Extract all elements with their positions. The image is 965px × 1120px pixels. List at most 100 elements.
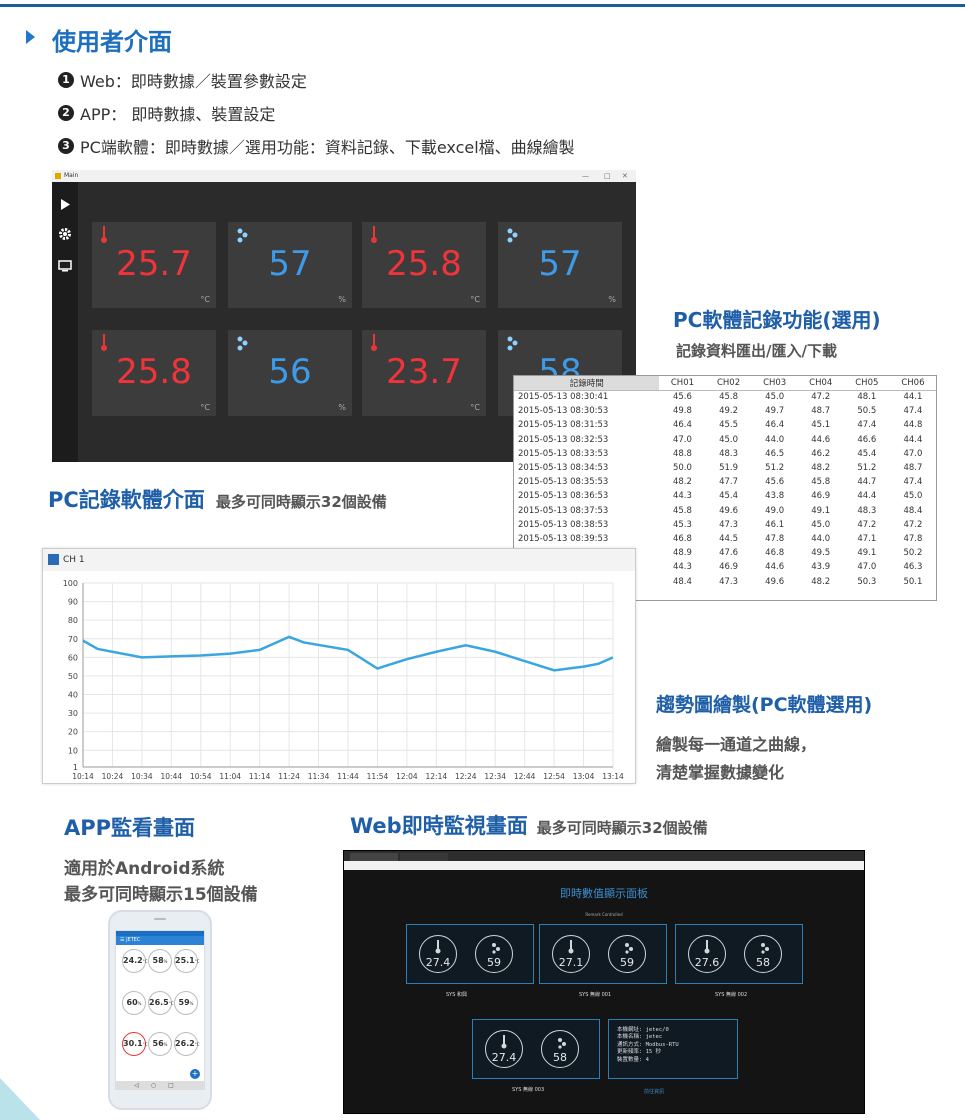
reading-circle[interactable]: 25.1°C [174,949,200,973]
table-cell: 2015-05-13 08:31:53 [518,420,609,431]
x-tick-label: 11:54 [367,772,389,781]
browser-tab[interactable] [400,853,448,861]
table-cell: 46.2 [811,448,831,459]
gauge: 59 [475,935,513,973]
table-cell: 47.4 [903,406,923,417]
reading-circle[interactable]: 30.1°C [122,1032,148,1056]
table-header-cell: CH02 [705,376,752,391]
table-cell: 45.0 [903,491,923,502]
gauge-value: 58 [553,1051,567,1064]
maximize-icon[interactable]: □ [604,172,611,180]
table-cell: 48.2 [672,477,692,488]
table-cell: 47.8 [903,533,923,544]
feature-item-app: 2 APP： 即時數據、裝置設定 [58,101,275,125]
table-header-cell: CH06 [889,376,936,391]
phone-speaker [154,918,166,920]
device-card[interactable]: 27.1 59 [539,924,667,984]
table-cell: 47.0 [672,434,692,445]
x-tick-label: 12:24 [455,772,477,781]
table-header-row: 記錄時間 CH01 CH02 CH03 CH04 CH05 CH06 [514,376,936,391]
table-row: 2015-05-13 08:39:53 46.8 44.5 47.8 44.0 47.1 4… [514,532,936,546]
reading-value: 25.1 [175,956,195,965]
table-cell: 48.8 [672,448,692,459]
status-bar [116,931,204,936]
table-cell: 44.4 [857,491,877,502]
table-cell: 44.0 [765,434,785,445]
table-cell: 47.6 [719,548,739,559]
app-logo-icon [55,173,61,179]
reading-circle[interactable]: 58% [148,949,172,973]
reading-circle[interactable]: 60% [122,991,146,1015]
sensor-tile[interactable]: 23.7 °C [362,330,486,416]
table-cell: 46.3 [903,562,923,573]
x-tick-label: 12:54 [543,772,565,781]
browser-address-bar[interactable] [344,861,864,870]
info-link[interactable]: 前往資訊 [644,1089,665,1095]
table-row: 2015-05-13 08:30:41 45.6 45.8 45.0 47.2 48.1 4… [514,390,936,404]
reading-circle[interactable]: 26.2°C [174,1032,200,1056]
reading-unit: °C [168,1001,174,1006]
table-cell: 49.6 [719,505,739,516]
table-cell: 46.6 [857,434,877,445]
web-dashboard-screenshot: 即時數值顯示面板 Remark Controlled 27.4 59 SYS 和興 2… [343,850,865,1114]
table-cell: 46.8 [672,533,692,544]
feature-text: PC端軟體：即時數據／選用功能：資料記錄、下載excel檔、曲線繪製 [80,138,575,157]
gear-icon[interactable] [58,227,72,241]
table-cell: 47.1 [857,533,877,544]
table-cell: 43.9 [811,562,831,573]
device-info-panel: 本機網址: jetec/0 本機名稱: jetec 通訊方式: Modbus-RTU… [608,1019,738,1079]
table-cell: 48.3 [719,448,739,459]
reading-circle[interactable]: 24.2°C [122,949,148,973]
device-card[interactable]: 27.4 59 [406,924,534,984]
water-drop-icon [760,939,770,958]
info-line: 本機網址: jetec/0 [617,1027,669,1033]
x-tick-label: 10:14 [72,772,94,781]
table-cell: 47.4 [857,420,877,431]
table-cell: 51.2 [765,463,785,474]
water-drop-icon [506,226,518,248]
table-cell: 50.1 [903,576,923,587]
table-row: 2015-05-13 08:31:53 46.4 45.5 46.4 45.1 47.4 4… [514,418,936,432]
sensor-tile[interactable]: 56% [228,330,352,416]
thermometer-icon [370,226,378,248]
sensor-tile[interactable]: 57% [498,222,622,308]
x-tick-label: 10:24 [102,772,124,781]
number-one-icon: 1 [58,72,74,88]
window-titlebar: Main — □ ✕ [52,170,636,182]
thermometer-icon [370,334,378,356]
play-icon[interactable] [61,199,70,210]
table-cell: 47.3 [719,576,739,587]
table-cell: 44.6 [765,562,785,573]
x-tick-label: 12:14 [426,772,448,781]
x-tick-label: 11:24 [278,772,300,781]
sensor-tile[interactable]: 25.8 °C [362,222,486,308]
browser-tab[interactable] [350,853,398,861]
tile-value: 56 [268,352,312,392]
table-cell: 46.8 [765,548,785,559]
sensor-tile[interactable]: 57% [228,222,352,308]
web-caption: Web即時監視畫面 最多可同時顯示32個設備 [350,810,708,840]
table-cell: 48.2 [811,576,831,587]
reading-circle[interactable]: 59% [174,991,198,1015]
table-header-cell: CH05 [843,376,890,391]
reading-circle[interactable]: 26.5°C [148,991,174,1015]
add-button[interactable]: + [190,1069,200,1079]
device-card[interactable]: 27.4 58 [472,1019,600,1079]
reading-value: 58 [152,956,164,965]
reading-circle[interactable]: 56% [148,1032,172,1056]
reading-unit: °C [194,1042,200,1047]
table-cell: 2015-05-13 08:34:53 [518,463,609,474]
tile-unit: % [338,403,346,412]
sensor-tile[interactable]: 25.8 °C [92,330,216,416]
table-cell: 44.8 [903,420,923,431]
monitor-icon[interactable] [58,260,72,272]
minimize-icon[interactable]: — [582,172,589,180]
x-tick-label: 10:44 [161,772,183,781]
phone-nav-bar[interactable]: ◁○□ [116,1081,204,1090]
window-title: Main [64,172,79,179]
close-icon[interactable]: ✕ [622,172,628,180]
device-card[interactable]: 27.6 58 [675,924,803,984]
table-cell: 47.0 [857,562,877,573]
sensor-tile[interactable]: 25.7 °C [92,222,216,308]
table-cell: 48.2 [811,463,831,474]
